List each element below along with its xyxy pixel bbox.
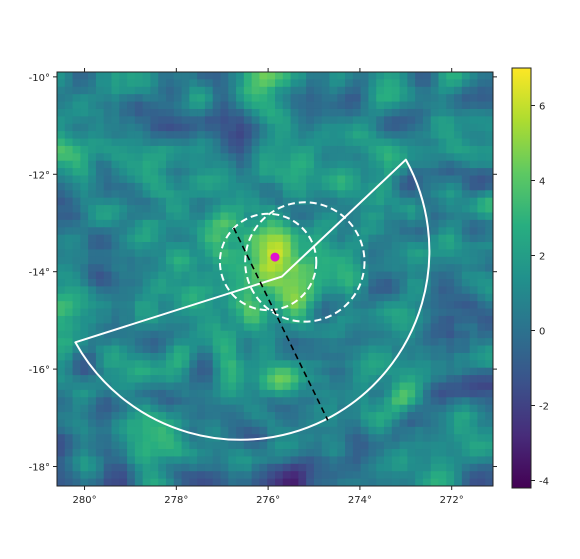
- colorbar-tick-label: -4: [539, 477, 549, 488]
- y-tick-label: -16°: [29, 365, 50, 376]
- sector-region: [74, 158, 431, 441]
- colorbar-tick-label: 4: [539, 177, 545, 188]
- y-tick-label: -12°: [29, 170, 50, 181]
- colorbar-tick-label: 6: [539, 102, 545, 113]
- y-axis: -10° -12° -14° -16° -18°: [29, 73, 497, 474]
- colorbar-tick-label: 2: [539, 252, 545, 263]
- y-tick-label: -14°: [29, 268, 50, 279]
- heatmap: [57, 72, 493, 486]
- dashed-circle-1: [218, 212, 318, 312]
- dashed-line: [232, 227, 329, 421]
- y-tick-label: -18°: [29, 463, 50, 474]
- x-tick-label: 274°: [348, 495, 372, 506]
- colorbar-gradient: [511, 67, 532, 489]
- colorbar: -4 -2 0 2 4 6: [511, 67, 549, 489]
- source-marker: [270, 252, 280, 262]
- plot-frame: [56, 71, 494, 487]
- x-tick-label: 272°: [440, 495, 464, 506]
- dashed-circle-2: [244, 201, 366, 323]
- x-tick-label: 278°: [164, 495, 188, 506]
- colorbar-tick-label: 0: [539, 327, 545, 338]
- x-tick-label: 280°: [72, 495, 96, 506]
- y-tick-label: -10°: [29, 73, 50, 84]
- x-tick-label: 276°: [256, 495, 280, 506]
- overlays: [74, 158, 431, 441]
- colorbar-tick-label: -2: [539, 402, 549, 413]
- x-axis: 280° 278° 276° 274° 272°: [72, 68, 464, 506]
